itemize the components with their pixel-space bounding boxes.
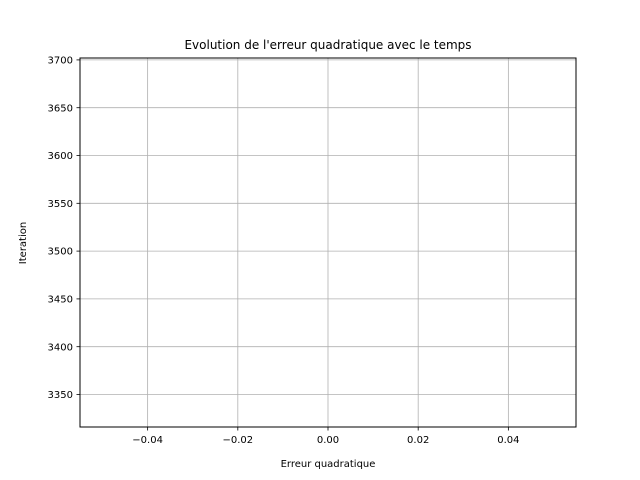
x-tick-label: 0.04 — [497, 435, 519, 446]
y-tick-label: 3650 — [48, 103, 73, 114]
x-tick-label: 0.00 — [317, 435, 339, 446]
chart-title: Evolution de l'erreur quadratique avec l… — [184, 38, 471, 52]
y-tick-label: 3500 — [48, 247, 73, 258]
x-axis-label: Erreur quadratique — [281, 459, 376, 470]
y-tick-label: 3400 — [48, 342, 73, 353]
y-axis-label: Iteration — [18, 222, 29, 264]
y-tick-label: 3550 — [48, 199, 73, 210]
x-tick-label: −0.04 — [132, 435, 163, 446]
y-tick-label: 3600 — [48, 151, 73, 162]
grid-lines — [80, 58, 576, 427]
y-tick-label: 3450 — [48, 295, 73, 306]
axis-ticks: −0.04 −0.02 0.00 0.02 0.04 3350 3400 3450 3500 35… — [48, 56, 520, 446]
y-tick-label: 3350 — [48, 390, 73, 401]
x-tick-label: 0.02 — [407, 435, 429, 446]
y-tick-label: 3700 — [48, 56, 73, 67]
x-tick-label: −0.02 — [222, 435, 253, 446]
